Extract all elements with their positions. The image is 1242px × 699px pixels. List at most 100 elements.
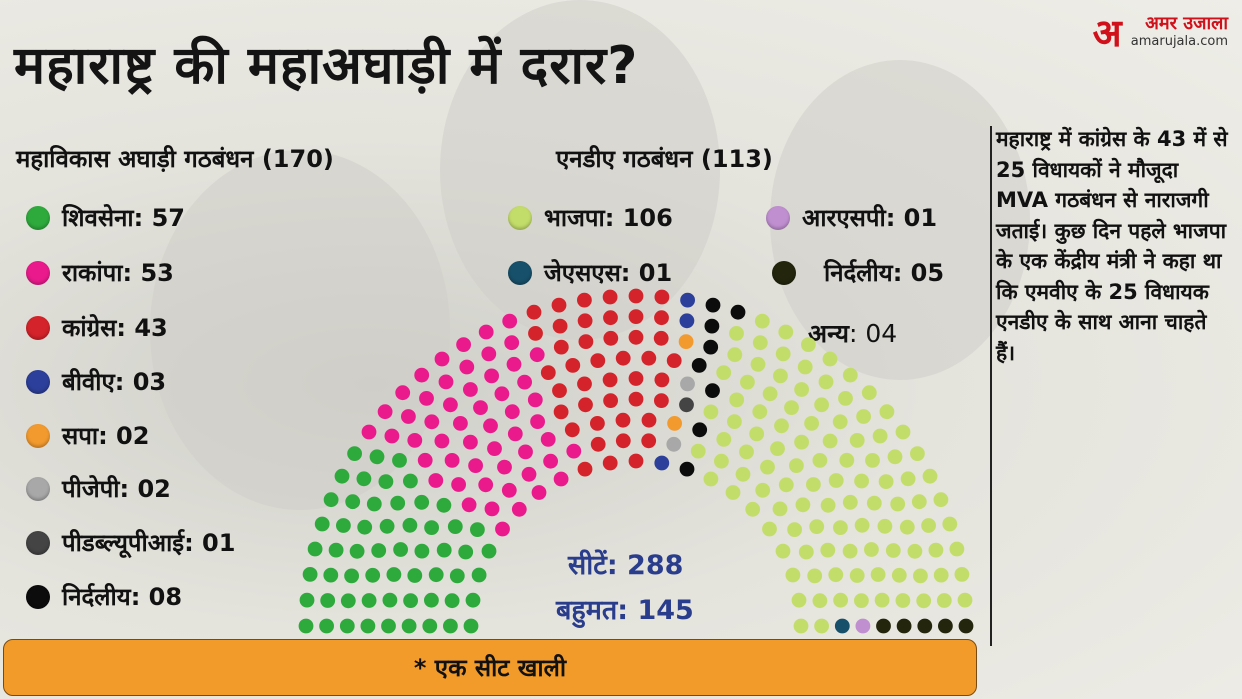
seat-8 [794,434,809,450]
seat-8 [838,391,853,406]
seat-0 [323,492,339,508]
seat-0 [361,593,377,608]
seat-1 [444,453,460,468]
legend-item-rsp: आरएसपी: 01 [766,201,937,234]
seat-8 [809,519,825,534]
seat-2 [603,393,618,408]
seat-1 [494,386,510,402]
seat-1 [543,453,558,469]
seat-2 [526,304,542,320]
seat-2 [628,371,644,386]
footer-bar: * एक सीट खाली [3,639,977,696]
seat-2 [615,412,631,428]
seat-8 [725,485,741,500]
seat-8 [785,567,801,583]
seat-8 [749,426,765,442]
seat-0 [449,568,465,584]
seat-2 [615,350,631,366]
seat-1 [478,324,494,340]
seat-0 [403,473,418,489]
seat-2 [628,329,644,345]
seat-0 [299,592,315,608]
seat-2 [666,353,682,368]
seat-8 [820,542,836,558]
seat-2 [628,309,644,324]
seat-2 [578,397,593,413]
seat-1 [487,441,502,456]
seat-8 [854,473,869,489]
seat-8 [818,374,834,390]
seat-8 [842,494,858,510]
seat-1 [478,477,494,493]
legend-item-independent-nda: निर्दलीय: 05 [772,256,944,289]
seat-2 [628,453,644,469]
mva-alliance-title: महाविकास अघाड़ी गठबंधन (170) [16,145,334,173]
seat-0 [402,517,418,533]
seat-0 [470,522,485,537]
seat-1 [461,497,477,513]
seat-8 [778,324,794,340]
seat-10 [855,618,871,634]
seat-0 [328,542,344,558]
seat-1 [456,337,471,352]
seat-8 [806,477,821,492]
seat-1 [443,397,458,413]
seat-8 [849,568,865,583]
seat-0 [458,544,474,560]
legend-dot-icon [26,205,50,230]
seat-4 [678,334,694,349]
legend-label: निर्दलीय: 08 [62,583,183,611]
seat-0 [444,593,460,609]
seat-1 [377,404,393,420]
seat-0 [401,618,417,634]
seat-8 [865,453,880,468]
seat-8 [887,449,903,465]
seat-0 [371,543,387,558]
seat-0 [369,449,385,465]
seat-8 [797,359,813,375]
seat-8 [954,567,970,582]
seat-1 [451,477,466,492]
seat-5 [680,376,695,392]
logo-site: amarujala.com [1130,34,1228,49]
seat-0 [336,518,351,533]
seat-1 [501,482,517,498]
seat-1 [484,368,499,384]
seat-8 [907,543,923,559]
seat-8 [774,418,789,434]
legend-dot-icon [766,205,790,230]
brand-logo: अ अमर उजाला amarujala.com [1093,6,1228,58]
seat-8 [762,386,778,402]
seat-2 [641,412,657,428]
seat-8 [870,567,886,582]
seat-8 [770,441,785,456]
seat-8 [922,468,938,484]
seat-1 [468,458,483,473]
seat-1 [483,418,498,434]
seat-8 [895,593,911,608]
seat-1 [566,443,582,459]
seat-8 [916,593,932,609]
seat-0 [349,543,365,559]
seat-7 [704,318,720,334]
seat-8 [861,385,877,401]
legend-label: बीवीए: 03 [62,368,167,396]
seat-2 [564,422,580,438]
seat-2 [602,289,618,305]
legend-dot-icon [772,260,796,285]
seat-1 [517,374,532,390]
logo-text: अमर उजाला amarujala.com [1131,14,1228,50]
seat-3 [654,455,670,471]
seat-8 [891,567,907,583]
seat-8 [762,521,777,537]
seat-0 [314,516,330,532]
seat-8 [772,501,788,517]
seat-1 [531,485,547,500]
seat-0 [339,618,355,634]
seat-0 [379,518,395,534]
seat-8 [874,592,890,608]
seat-8 [849,433,865,448]
seat-2 [603,310,618,326]
seat-8 [877,518,893,534]
legend-item-pwpi: पीडब्ल्यूपीआई: 01 [26,526,235,559]
